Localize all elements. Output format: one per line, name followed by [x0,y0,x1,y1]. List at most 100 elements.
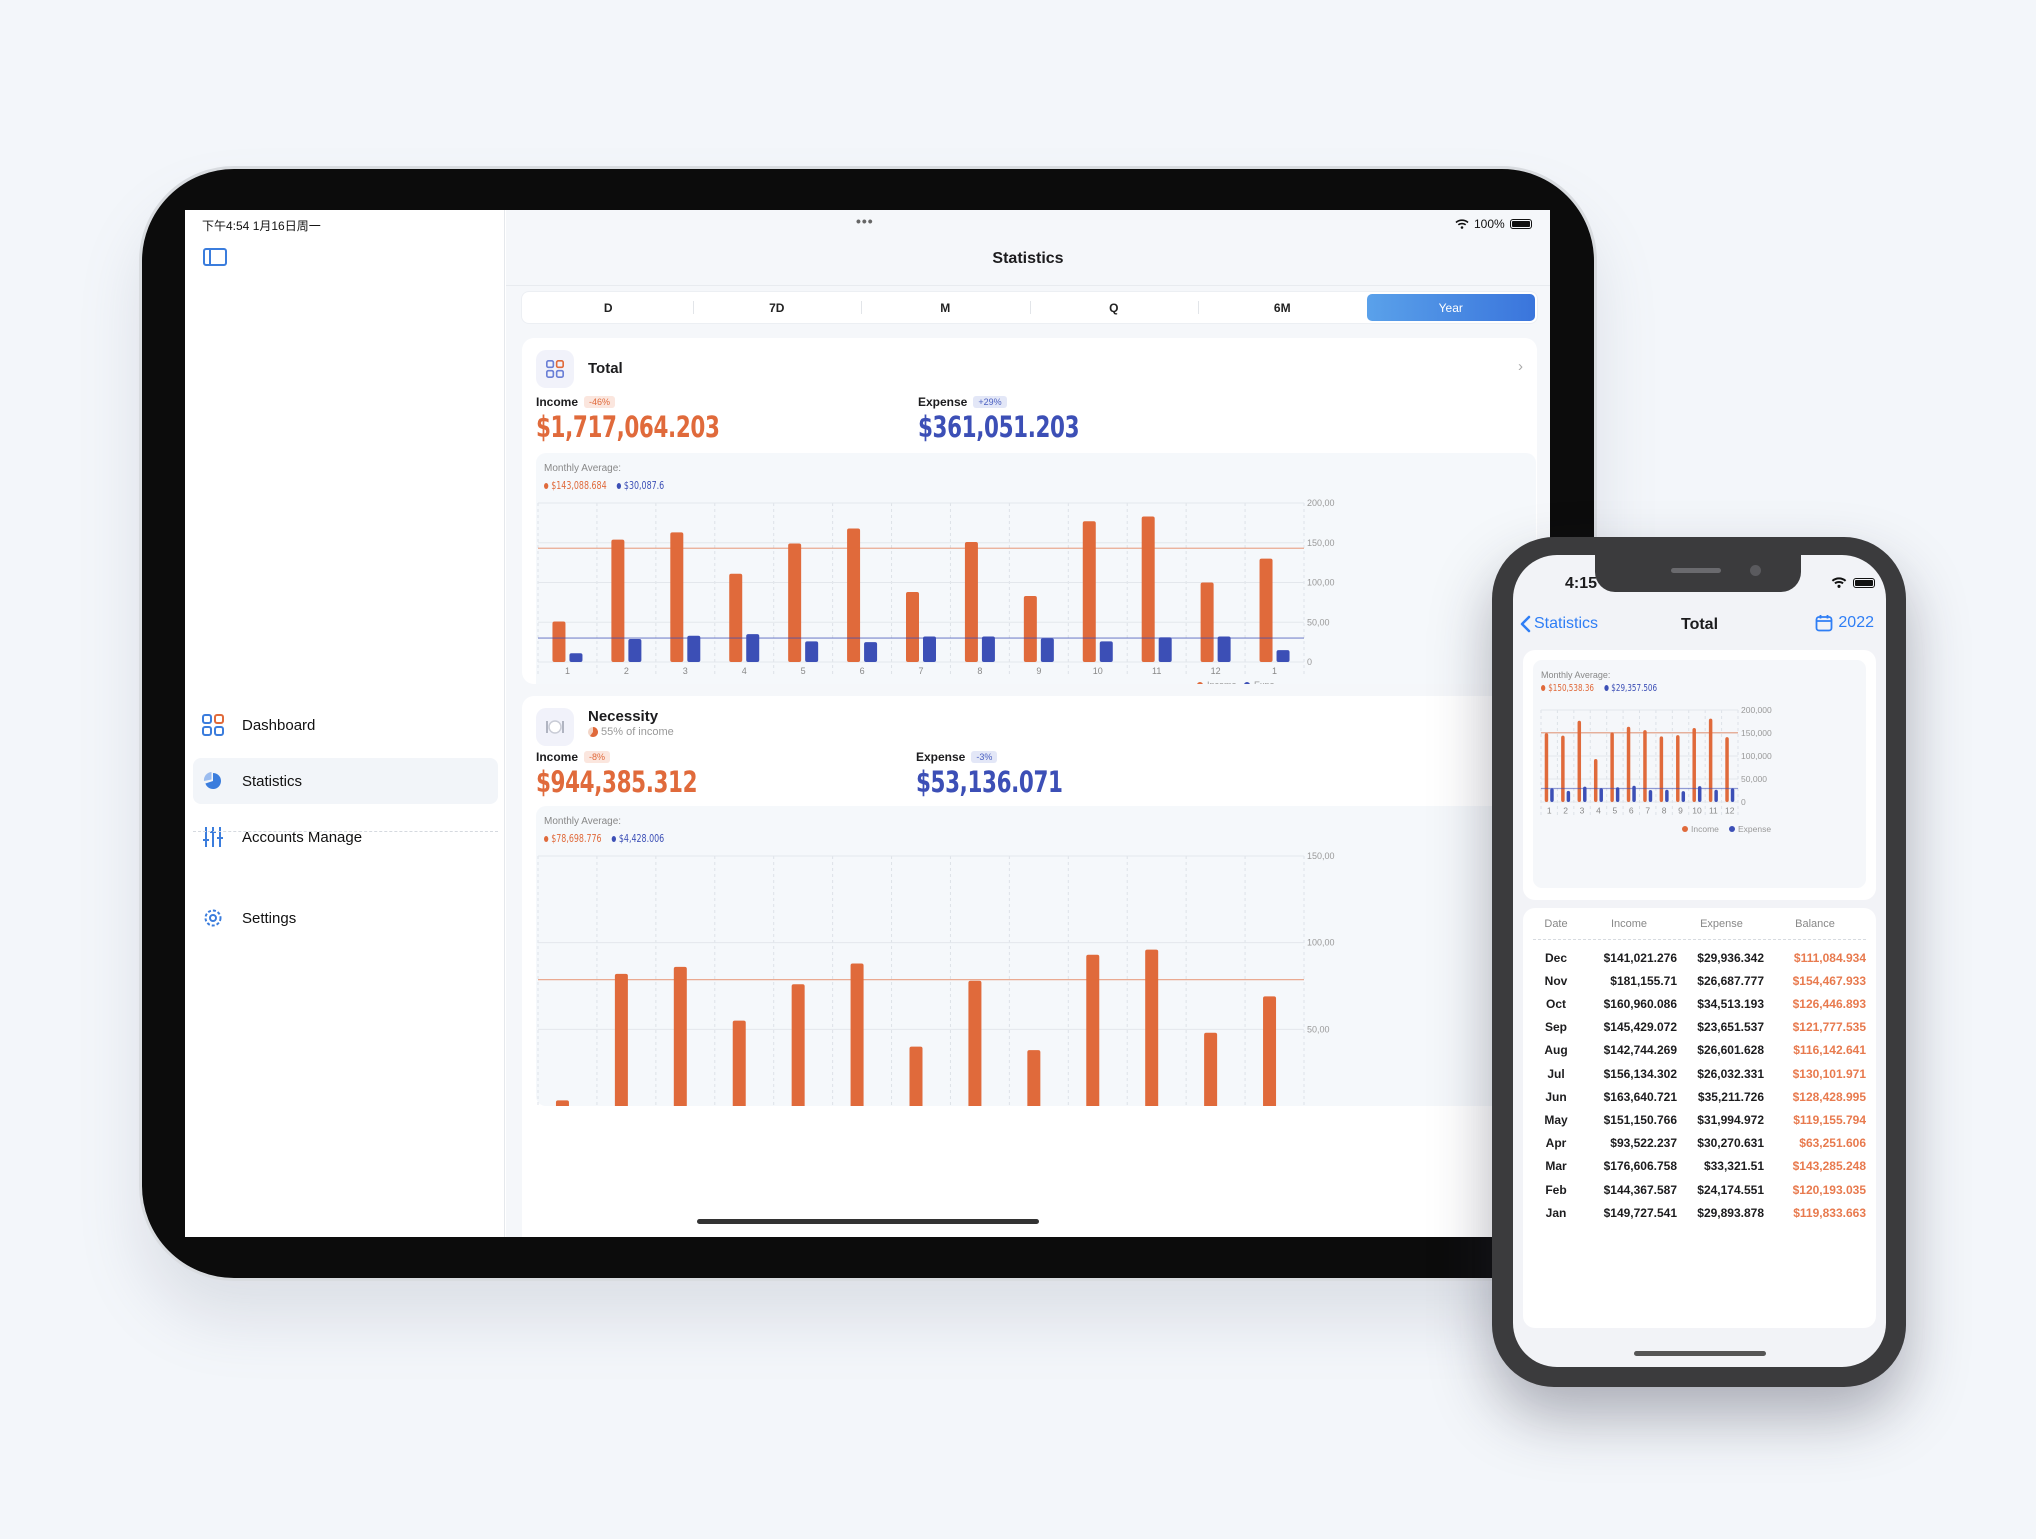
home-indicator [697,1219,1039,1224]
calendar-icon [1816,615,1833,632]
y-tick-label: 100,000 [1741,751,1772,761]
cell-income: $144,367.587 [1603,1182,1677,1197]
cell-expense: $31,994.972 [1697,1112,1764,1127]
x-tick-label: 2 [1563,806,1568,816]
x-tick-label: 5 [1613,806,1618,816]
multitask-dots-icon[interactable]: ••• [856,213,874,229]
segment-d[interactable]: D [603,300,613,315]
sidebar-divider [193,831,498,832]
cell-income: $160,960.086 [1603,996,1677,1011]
expense-bar [981,636,995,662]
segment-m[interactable]: M [861,294,1030,321]
sidebar-toggle-icon[interactable] [203,248,227,266]
cell-balance: $111,084.934 [1793,950,1866,965]
legend-income: Income [1691,824,1719,834]
table-row[interactable]: Jul $156,134.302 $26,032.331 $130,101.971 [1533,1062,1866,1085]
income-value: $1,717,064.203 [536,410,720,444]
header-date: Date [1544,918,1568,930]
sidebar-item-settings[interactable]: Settings [193,895,498,941]
income-bar [552,621,566,662]
status-right: 100% [1455,217,1532,231]
expense-bar [1217,636,1231,662]
year-picker-button[interactable]: 2022 [1815,614,1874,632]
segment-7d[interactable]: 7D [692,294,862,321]
table-row[interactable]: May $151,150.766 $31,994.972 $119,155.794 [1533,1108,1866,1131]
income-bar [968,980,982,1106]
expense-bar [1632,785,1636,802]
expense-bar [1730,788,1735,802]
income-bar [1204,1032,1218,1106]
avg-expense: $30,087.6 [623,479,665,492]
segment-q[interactable]: Q [1029,294,1199,321]
cell-expense: $29,936.342 [1697,950,1764,965]
income-bar [1659,736,1664,802]
x-tick-label: 1 [565,666,570,676]
cell-date: Oct [1545,996,1566,1011]
segment-year[interactable]: Year [1366,294,1535,321]
cell-income: $93,522.237 [1610,1136,1677,1151]
sidebar-item-statistics[interactable]: Statistics [193,758,498,804]
x-tick-label: 9 [1678,806,1683,816]
avg-expense: $4,428.006 [618,832,665,845]
expense-bar [1665,789,1669,802]
income-change-badge: -46% [584,396,616,408]
year-label: 2022 [1838,614,1874,631]
necessity-card[interactable]: Necessity 55% of income Income -8% $944,… [522,696,1537,1237]
grid-icon [201,713,225,737]
income-bar [1593,758,1598,802]
table-row[interactable]: Jun $163,640.721 $35,211.726 $128,428.995 [1533,1085,1866,1108]
income-bar [1263,996,1277,1106]
phone-nav-bar: Statistics Total 2022 [1513,609,1886,641]
y-tick-label: 0 [1307,657,1312,667]
x-tick-label: 2 [624,666,629,676]
table-row[interactable]: Aug $142,744.269 $26,601.628 $116,142.641 [1533,1039,1866,1062]
table-row[interactable]: Apr $93,522.237 $30,270.631 $63,251.606 [1533,1132,1866,1155]
table-row[interactable]: Nov $181,155.71 $26,687.777 $154,467.933 [1533,969,1866,992]
cell-balance: $121,777.535 [1792,1020,1866,1035]
table-row[interactable]: Sep $145,429.072 $23,651.537 $121,777.535 [1533,1016,1866,1039]
legend-expense: Expe [1254,680,1275,684]
total-card[interactable]: Total › Income -46% $1,717,064.203 Expen… [522,338,1537,684]
income-bar [673,966,687,1106]
table-header: Date Income Expense Balance [1533,918,1866,940]
expense-bar [1648,790,1653,802]
table-row[interactable]: Oct $160,960.086 $34,513.193 $126,446.893 [1533,992,1866,1015]
x-tick-label: 10 [1093,666,1103,676]
cell-expense: $26,601.628 [1697,1043,1764,1058]
income-bar [729,573,743,662]
income-bar [1145,949,1159,1106]
pie-chart-icon [201,769,225,793]
cell-expense: $34,513.193 [1697,996,1764,1011]
chevron-right-icon[interactable]: › [1518,358,1523,375]
phone-chart-card: Monthly Average: $150,538.36 $29,357.506… [1523,650,1876,900]
table-row[interactable]: Feb $144,367.587 $24,174.551 $120,193.035 [1533,1178,1866,1201]
sidebar-item-accounts-manage[interactable]: Accounts Manage [193,814,498,860]
back-button[interactable]: Statistics [1519,615,1598,633]
table-row[interactable]: Dec $141,021.276 $29,936.342 $111,084.934 [1533,946,1866,969]
income-bar [1577,720,1582,802]
table-row[interactable]: Mar $176,606.758 $33,321.51 $143,285.248 [1533,1155,1866,1178]
cell-expense: $26,687.777 [1697,973,1764,988]
y-tick-label: 50,000 [1741,774,1767,784]
battery-percent: 100% [1474,217,1505,231]
income-bar [1082,521,1096,662]
status-bar: 下午4:54 1月16日周一 ••• 100% [185,210,1550,234]
cell-balance: $119,155.794 [1793,1112,1866,1127]
header-income: Income [1610,918,1648,930]
sidebar-item-dashboard[interactable]: Dashboard [193,702,498,748]
income-bar [1544,733,1549,802]
sidebar: Dashboard Statistics Accounts Manage Set [185,210,505,1237]
x-tick-label: 7 [1645,806,1650,816]
table-row[interactable]: Jan $149,727.541 $29,893.878 $119,833.663 [1533,1201,1866,1224]
legend-income-dot [1682,826,1688,832]
x-tick-label: 9 [1036,666,1041,676]
x-tick-label: 3 [1580,806,1585,816]
segment-6m[interactable]: 6M [1198,294,1367,321]
plate-cutlery-icon [536,708,574,746]
x-tick-label: 7 [918,666,923,676]
income-bar [850,963,864,1106]
income-bar [788,543,802,662]
expense-label-text: Expense [918,395,968,409]
cell-date: Apr [1545,1136,1567,1151]
sidebar-item-label: Settings [242,909,297,927]
